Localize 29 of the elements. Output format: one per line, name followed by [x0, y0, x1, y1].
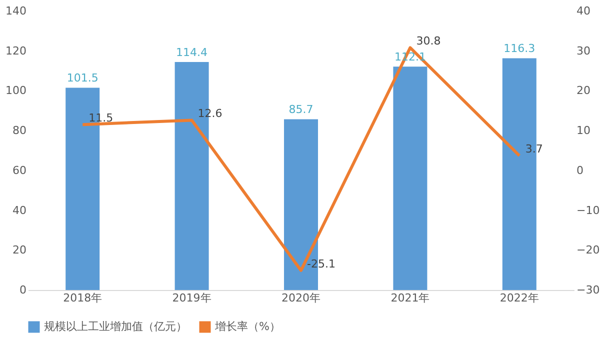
y2-tick-label: 40 — [576, 4, 590, 18]
y-tick-label: 40 — [12, 204, 26, 217]
y2-tick-label: −10 — [576, 204, 600, 217]
y-tick-label: 100 — [6, 84, 26, 98]
data-label: 85.7 — [288, 103, 314, 116]
y2-tick-label: −20 — [576, 244, 600, 257]
data-label: 30.8 — [416, 34, 441, 48]
bar — [393, 66, 428, 290]
data-label: 116.3 — [504, 42, 536, 56]
y2-tick-label: −30 — [576, 284, 600, 296]
y-tick-label: 0 — [20, 284, 26, 296]
y-tick-label: 20 — [12, 244, 26, 257]
legend-label: 增长率（%） — [214, 320, 280, 333]
y2-tick-label: 20 — [576, 84, 590, 98]
legend-label: 规模以上工业增加值（亿元） — [44, 320, 187, 333]
y2-tick-label: 0 — [576, 164, 584, 177]
x-tick-label: 2022年 — [500, 292, 539, 304]
x-tick-label: 2018年 — [63, 292, 102, 304]
y-tick-label: 140 — [6, 4, 26, 18]
x-tick-label: 2019年 — [172, 292, 212, 304]
y-tick-label: 60 — [12, 164, 26, 177]
y-tick-label: 80 — [12, 124, 26, 138]
y-tick-label: 120 — [6, 44, 26, 58]
x-tick-label: 2020年 — [282, 292, 320, 304]
data-label: 101.5 — [66, 72, 98, 85]
y2-tick-label: 10 — [576, 124, 590, 138]
x-tick-label: 2021年 — [390, 292, 430, 304]
data-label: 114.4 — [176, 46, 208, 60]
y2-tick-label: 30 — [576, 44, 590, 58]
